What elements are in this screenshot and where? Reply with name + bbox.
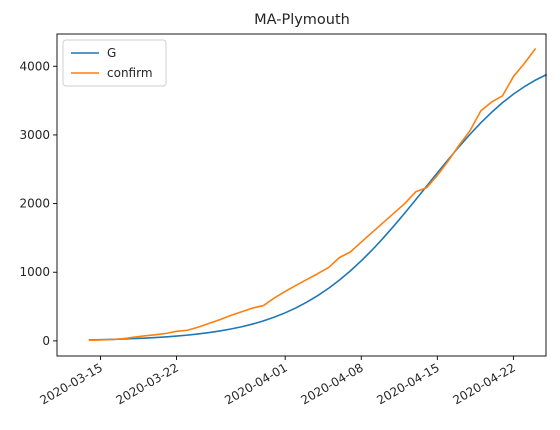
x-tick-label: 2020-04-01	[222, 360, 289, 407]
series-line-confirm	[88, 47, 537, 342]
x-tick-label: 2020-04-22	[450, 360, 517, 407]
chart-title: MA-Plymouth	[254, 12, 350, 28]
y-tick-label: 1000	[19, 265, 50, 279]
y-tick-label: 4000	[19, 59, 50, 73]
axes: 0 1000 2000 3000 4000 2020-03-15 2020-03-22 202…	[19, 33, 547, 407]
legend-label: confirm	[107, 66, 153, 80]
legend-box	[62, 39, 167, 87]
series-line-g	[88, 73, 548, 341]
axes-frame	[56, 33, 547, 357]
plot-area	[88, 47, 548, 342]
legend-label: G	[107, 46, 116, 60]
y-tick-label: 0	[42, 334, 50, 348]
x-tick-label: 2020-03-22	[114, 360, 181, 407]
y-tick-label: 2000	[19, 197, 50, 211]
x-tick-label: 2020-04-15	[374, 360, 441, 407]
x-tick-label: 2020-03-15	[38, 360, 105, 407]
y-tick-label: 3000	[19, 128, 50, 142]
x-tick-label: 2020-04-08	[298, 360, 365, 407]
